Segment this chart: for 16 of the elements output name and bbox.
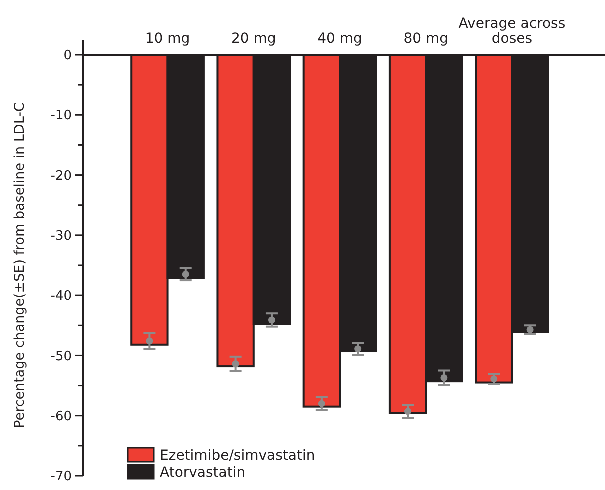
x-tick-label: 20 mg <box>231 31 276 47</box>
y-axis-title: Percentage change(±SE) from baseline in LDL-C <box>12 102 28 428</box>
y-tick-label: 0 <box>64 48 72 64</box>
x-tick-label: 10 mg <box>145 31 190 47</box>
legend-label: Atorvastatin <box>160 464 246 481</box>
legend-label: Ezetimibe/simvastatin <box>160 448 316 464</box>
y-tick-label: -60 <box>50 409 72 424</box>
y-tick-label: -70 <box>50 470 72 485</box>
y-tick-label: -30 <box>50 228 72 244</box>
y-tick-label: -10 <box>50 108 72 124</box>
x-tick-label: 80 mg <box>404 31 449 47</box>
x-tick-label: 40 mg <box>318 31 362 47</box>
x-tick-label: Average across doses <box>458 16 566 47</box>
y-tick-label: -20 <box>50 168 72 184</box>
y-tick-label: -40 <box>50 289 72 304</box>
y-tick-label: -50 <box>50 349 72 364</box>
